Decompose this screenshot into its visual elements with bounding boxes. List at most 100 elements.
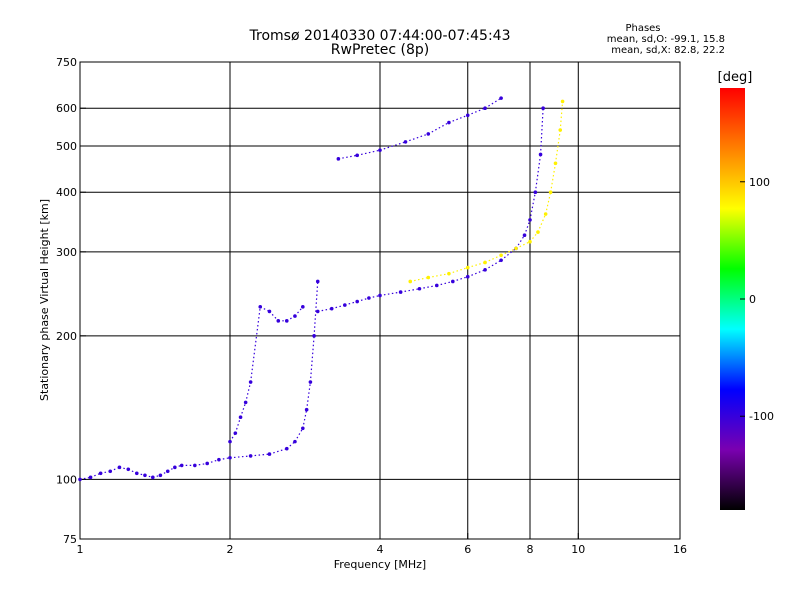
series-trace-segment bbox=[250, 453, 270, 457]
series-trace-segment bbox=[269, 448, 287, 455]
x-tick-label: 8 bbox=[527, 543, 534, 556]
series-trace-segment bbox=[344, 300, 358, 306]
series-trace-segment bbox=[234, 417, 242, 434]
data-points bbox=[78, 96, 565, 482]
series-trace-segment bbox=[467, 261, 486, 269]
series-trace-segment bbox=[174, 464, 182, 468]
series-trace-segment bbox=[448, 267, 468, 275]
series-trace-segment bbox=[144, 474, 153, 478]
series-trace-segment bbox=[269, 311, 279, 322]
series-trace-segment bbox=[160, 470, 169, 476]
series-trace-segment bbox=[317, 308, 332, 313]
data-point bbox=[315, 279, 320, 284]
colorbar-label: [deg] bbox=[718, 70, 753, 85]
data-point bbox=[151, 475, 155, 480]
series-trace-segment bbox=[419, 284, 437, 290]
x-axis-label: Frequency [MHz] bbox=[334, 558, 426, 571]
series-trace-segment bbox=[537, 213, 547, 233]
series-trace-segment bbox=[239, 402, 247, 418]
series-trace-segment bbox=[500, 247, 517, 256]
series-trace-segment bbox=[436, 280, 453, 287]
series-trace-segment bbox=[534, 154, 542, 193]
series-trace-segment bbox=[379, 291, 401, 297]
series-trace-segment bbox=[529, 231, 539, 243]
colorbar-ticks: 100 0 -100 bbox=[740, 176, 774, 423]
series-trace-segment bbox=[357, 149, 381, 156]
y-tick-label: 500 bbox=[56, 140, 77, 153]
series-trace-segment bbox=[245, 381, 252, 403]
series-trace-segment bbox=[427, 121, 450, 135]
series-trace-segment bbox=[428, 273, 450, 279]
series-trace-segment bbox=[467, 107, 486, 116]
series-trace-segment bbox=[167, 466, 176, 472]
x-tick-label: 16 bbox=[673, 543, 687, 556]
series-trace-segment bbox=[294, 306, 304, 317]
series-trace-segment bbox=[559, 101, 564, 131]
series-trace-segment bbox=[309, 335, 315, 383]
data-point bbox=[193, 463, 197, 468]
series-trace-segment bbox=[90, 472, 101, 478]
data-point bbox=[284, 319, 289, 323]
series-trace-segment bbox=[294, 427, 304, 442]
data-point bbox=[304, 407, 309, 412]
series-trace-segment bbox=[484, 259, 502, 271]
series-trace-segment bbox=[128, 468, 138, 474]
x-tick-label: 4 bbox=[377, 543, 384, 556]
series-trace-segment bbox=[136, 472, 146, 476]
y-tick-label: 75 bbox=[63, 533, 77, 546]
y-tick-label: 750 bbox=[56, 56, 77, 69]
series-trace-segment bbox=[410, 276, 429, 283]
axis-ticks: 1 2 4 6 8 10 16 75 100 200 300 400 500 600 750 bbox=[56, 56, 687, 556]
series-trace-segment bbox=[286, 315, 296, 322]
data-point bbox=[243, 400, 248, 405]
series-trace-segment bbox=[194, 462, 208, 466]
data-point bbox=[117, 465, 122, 470]
y-tick-label: 100 bbox=[56, 473, 77, 486]
phases-line-x: mean, sd,X: 82.8, 22.2 bbox=[611, 45, 725, 56]
x-tick-label: 10 bbox=[571, 543, 585, 556]
data-point bbox=[301, 305, 305, 309]
data-point bbox=[499, 96, 503, 100]
series-trace-segment bbox=[452, 276, 468, 283]
data-point bbox=[98, 471, 103, 476]
series-trace-segment bbox=[500, 247, 517, 261]
series-trace-segment bbox=[119, 466, 129, 470]
grid-lines bbox=[80, 62, 680, 539]
series-trace-segment bbox=[250, 306, 261, 383]
y-tick-label: 400 bbox=[56, 186, 77, 199]
series-trace-segment bbox=[529, 192, 536, 220]
y-tick-label: 200 bbox=[56, 330, 77, 343]
series-trace-segment bbox=[357, 297, 370, 303]
data-point bbox=[541, 106, 545, 111]
series-trace-segment bbox=[400, 288, 420, 293]
series-trace-segment bbox=[152, 474, 161, 478]
series-trace-segment bbox=[550, 163, 557, 193]
series-trace-segment bbox=[545, 192, 552, 215]
series-trace-segment bbox=[306, 381, 312, 410]
y-tick-label: 600 bbox=[56, 102, 77, 115]
phases-header: Phases bbox=[625, 23, 660, 34]
series-trace-segment bbox=[331, 304, 345, 310]
series-trace-segment bbox=[515, 241, 531, 249]
y-axis-label: Stationary phase Virtual Height [km] bbox=[38, 199, 51, 401]
chart-subtitle: RwPretec (8p) bbox=[331, 42, 429, 58]
data-point bbox=[560, 99, 565, 104]
chart-title: Tromsø 20140330 07:44:00-07:45:43 bbox=[249, 28, 511, 44]
series-trace-segment bbox=[515, 234, 526, 249]
series-trace-segment bbox=[379, 141, 406, 151]
series-trace-segment bbox=[448, 114, 468, 124]
x-tick-label: 1 bbox=[77, 543, 84, 556]
phases-line-o: mean, sd,O: -99.1, 15.8 bbox=[607, 34, 725, 45]
series-trace-segment bbox=[218, 457, 231, 461]
series-trace-segment bbox=[554, 129, 561, 164]
series-trace-segment bbox=[539, 108, 544, 155]
colorbar-tick-label: -100 bbox=[749, 410, 774, 423]
y-tick-label: 300 bbox=[56, 246, 77, 259]
x-tick-label: 2 bbox=[227, 543, 234, 556]
series-trace-segment bbox=[338, 154, 358, 160]
series-trace-segment bbox=[405, 133, 429, 143]
data-point bbox=[248, 454, 253, 458]
series-trace-segment bbox=[207, 459, 220, 465]
